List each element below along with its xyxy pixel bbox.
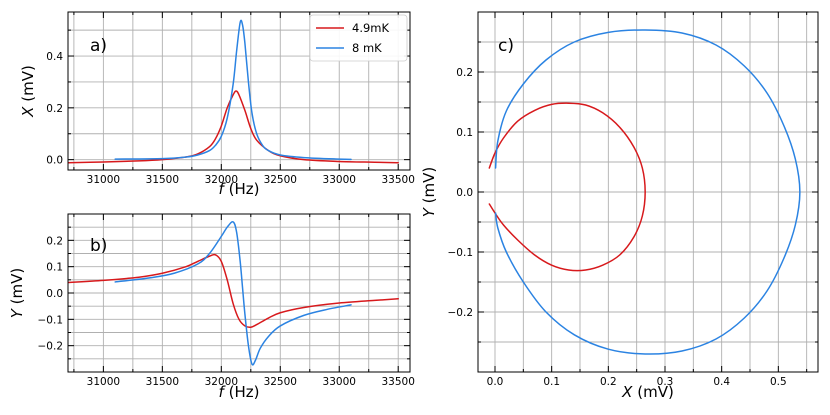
panel-c-ytick-label: 0.0 (456, 187, 473, 199)
panel-c-label: c) (498, 36, 514, 56)
panel-b-ytick-label: 0.2 (46, 235, 63, 247)
panel-b: 31000 31500 32000 32500 33000 33500 −0.2 −0.1 0.… (8, 213, 415, 401)
panel-c-ytick-label: −0.2 (448, 307, 474, 319)
panel-a-ylabel: X (mV) (19, 65, 37, 118)
panel-a-label: a) (90, 36, 107, 56)
panel-a-ytick-label: 0.4 (46, 51, 63, 63)
panel-c-xtick-label: 0.0 (487, 376, 504, 388)
panel-a-xtick-label: 31500 (146, 174, 179, 186)
panel-b-xtick-label: 32500 (264, 376, 297, 388)
panel-a-xtick-label: 32000 (205, 174, 238, 186)
panel-b-xlabel: f (Hz) (219, 383, 260, 401)
panel-b-ytick-label: −0.1 (38, 314, 64, 326)
panel-b-ytick-label: 0.1 (46, 262, 63, 274)
legend: 4.9mK 8 mK (309, 14, 408, 62)
panel-c-ytick-label: 0.2 (456, 67, 473, 79)
panel-a-series-8-mK (114, 19, 352, 161)
panel-b-series-4-9mK (68, 253, 399, 329)
panel-c-xtick-label: 0.4 (713, 376, 730, 388)
panel-a-series-4-9mK (68, 90, 399, 164)
panel-a: 31000 31500 32000 32500 33000 335000.00.20.4 … (19, 11, 415, 198)
panel-a-xtick-label: 32500 (264, 174, 297, 186)
panel-b-series-8-mK (114, 221, 352, 366)
panel-a-ytick-label: 0.0 (46, 155, 63, 167)
panel-c-series-8-mK (494, 29, 801, 355)
panel-a-xlabel: f (Hz) (219, 180, 260, 198)
panel-b-ytick-label: −0.2 (38, 341, 64, 353)
legend-entry-8mK: 8 mK (352, 41, 382, 55)
panel-a-xtick-label: 33000 (323, 174, 356, 186)
panel-b-xtick-label: 31500 (146, 376, 179, 388)
panel-c-xtick-label: 0.2 (600, 376, 617, 388)
panel-c-xlabel: X (mV) (621, 383, 674, 401)
panel-c-ytick-label: 0.1 (456, 127, 473, 139)
panel-b-label: b) (90, 236, 107, 256)
panel-c-xtick-label: 0.5 (770, 376, 787, 388)
panel-c-xtick-label: 0.1 (543, 376, 560, 388)
panel-c-series-4-9mK (488, 102, 646, 272)
panel-b-ytick-label: 0.0 (46, 288, 63, 300)
panel-b-xtick-label: 31000 (87, 376, 120, 388)
panel-c-ylabel: Y (mV) (420, 167, 438, 218)
panel-b-ylabel: Y (mV) (8, 268, 26, 319)
panel-a-xtick-label: 33500 (382, 174, 415, 186)
panel-b-xtick-label: 33000 (323, 376, 356, 388)
panel-c-xtick-label: 0.3 (657, 376, 674, 388)
panel-b-xtick-label: 33500 (382, 376, 415, 388)
panel-c: 0.0 0.1 0.2 0.3 0.4 0.5 −0.2 −0.1 0.0 0.1 0.2 c) X… (420, 11, 819, 401)
legend-box (309, 14, 408, 62)
panel-c-ytick-label: −0.1 (448, 247, 474, 259)
panel-b-xtick-label: 32000 (205, 376, 238, 388)
legend-entry-4-9mK: 4.9mK (352, 21, 389, 35)
panel-a-ytick-label: 0.2 (46, 103, 63, 115)
panel-a-frame (67, 11, 411, 171)
panel-a-xtick-label: 31000 (87, 174, 120, 186)
